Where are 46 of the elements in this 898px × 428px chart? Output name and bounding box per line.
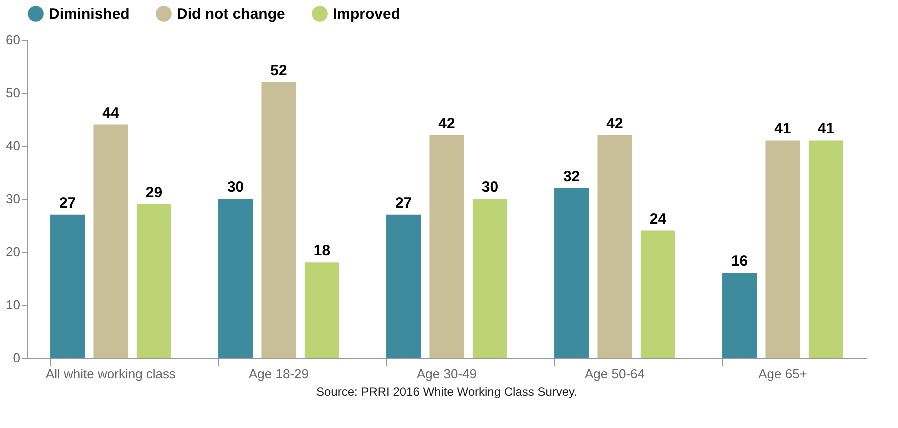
legend-label: Improved xyxy=(333,6,401,23)
x-tick-label: All white working class xyxy=(46,366,177,382)
bar xyxy=(722,273,758,358)
legend-label: Diminished xyxy=(49,6,130,23)
y-tick-label: 10 xyxy=(6,298,20,312)
bar xyxy=(430,135,464,358)
y-tick-label: 60 xyxy=(6,32,20,48)
data-label: 27 xyxy=(395,194,412,212)
legend-label: Did not change xyxy=(177,6,286,23)
bar xyxy=(94,124,128,358)
bar xyxy=(808,140,844,358)
bar xyxy=(766,140,800,358)
data-label: 29 xyxy=(146,184,163,202)
x-tick-label: Age 50-64 xyxy=(585,366,645,382)
bar xyxy=(598,135,632,358)
bar xyxy=(472,199,508,358)
bar xyxy=(262,82,296,358)
x-tick-label: Age 18-29 xyxy=(249,366,309,382)
bar xyxy=(304,262,340,358)
data-label: 41 xyxy=(774,120,792,138)
bar xyxy=(640,230,676,358)
data-label: 42 xyxy=(606,115,624,132)
bar xyxy=(386,214,422,358)
data-label: 27 xyxy=(59,194,76,212)
y-tick-label: 0 xyxy=(13,350,20,366)
data-label: 30 xyxy=(482,179,499,196)
data-label: 42 xyxy=(438,115,456,132)
data-label: 32 xyxy=(563,168,580,186)
data-label: 24 xyxy=(650,210,668,228)
data-label: 52 xyxy=(270,62,288,80)
y-tick-label: 40 xyxy=(6,138,20,154)
y-tick-label: 30 xyxy=(6,192,20,206)
y-tick-label: 50 xyxy=(6,86,20,100)
bar xyxy=(554,188,590,358)
data-label: 18 xyxy=(314,242,331,260)
data-label: 30 xyxy=(227,179,244,196)
data-label: 41 xyxy=(818,120,835,138)
y-tick-label: 20 xyxy=(6,244,20,260)
bar xyxy=(218,199,254,358)
bar xyxy=(50,214,86,358)
source-note: Source: PRRI 2016 White Working Class Survey. xyxy=(316,385,578,399)
x-tick-label: Age 30-49 xyxy=(417,366,477,382)
data-label: 44 xyxy=(102,104,120,122)
bar xyxy=(136,204,172,358)
data-label: 16 xyxy=(731,253,748,270)
x-tick-label: Age 65+ xyxy=(758,366,808,382)
